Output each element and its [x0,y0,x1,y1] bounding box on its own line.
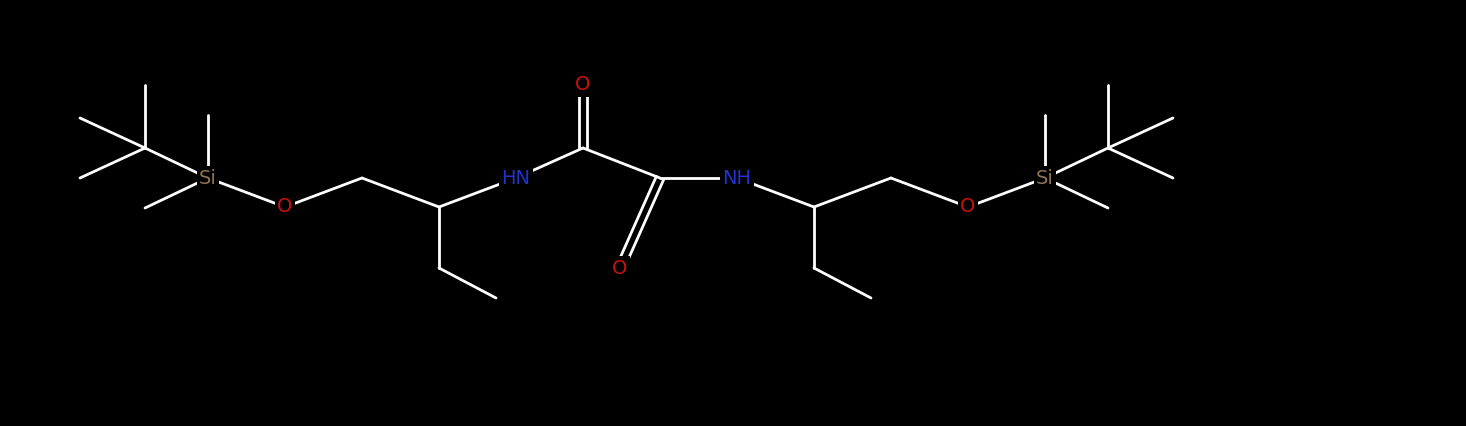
Text: HN: HN [501,169,531,187]
Text: O: O [277,198,293,216]
Text: O: O [960,198,976,216]
Text: Si: Si [1036,169,1054,187]
Text: O: O [613,259,627,277]
Text: Si: Si [199,169,217,187]
Text: O: O [575,75,591,95]
Text: NH: NH [723,169,752,187]
